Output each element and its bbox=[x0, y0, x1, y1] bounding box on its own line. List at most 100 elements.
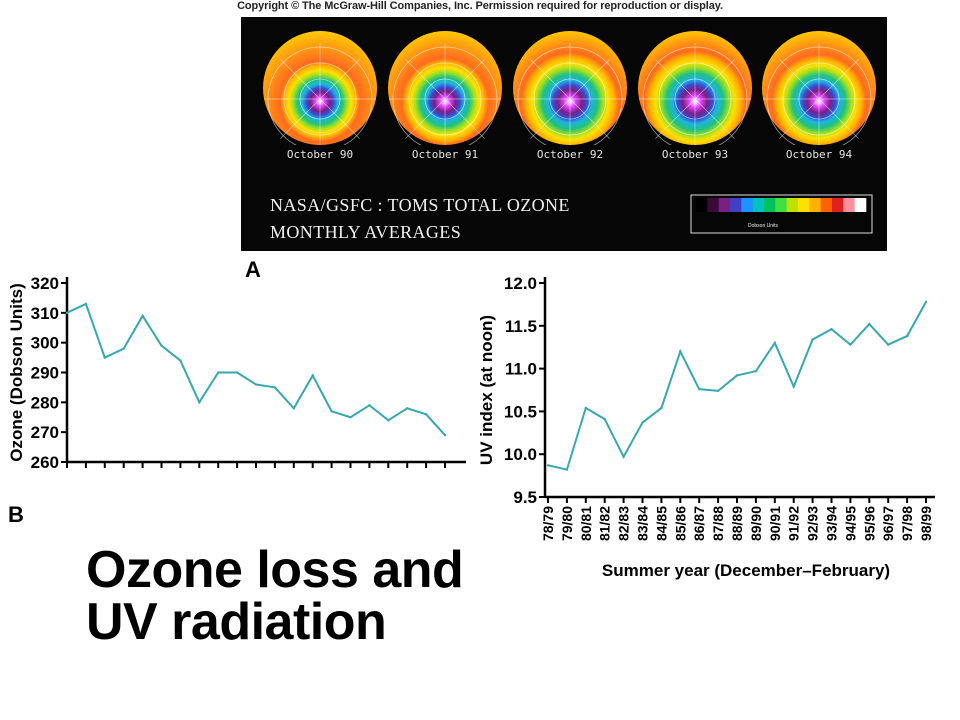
color-scale-band bbox=[730, 198, 742, 212]
color-scale-svg bbox=[690, 194, 873, 234]
x-tick-label: 92/93 bbox=[805, 506, 821, 541]
color-scale-band bbox=[718, 198, 731, 212]
color-scale-bands bbox=[696, 198, 867, 212]
data-point bbox=[698, 387, 701, 391]
y-tick-label: 11.0 bbox=[505, 360, 537, 379]
data-point bbox=[641, 421, 644, 424]
color-scale-band bbox=[741, 198, 753, 212]
data-point bbox=[603, 417, 606, 421]
x-tick-label: 93/94 bbox=[824, 506, 840, 541]
data-point bbox=[660, 406, 663, 410]
data-point bbox=[235, 371, 239, 374]
toms-caption-line2: MONTHLY AVERAGES bbox=[270, 222, 462, 242]
data-point bbox=[773, 341, 776, 345]
color-scale-band bbox=[775, 198, 787, 212]
ozone-map-panel: October 90 October 91 October 92 October 93… bbox=[241, 17, 887, 251]
x-tick-label: 83/84 bbox=[635, 506, 651, 541]
uv-index-chart: 9.5 10.0 10.5 11.0 11.5 12.0 78/79 79/80 80/81 81… bbox=[477, 274, 935, 580]
color-scale-band bbox=[752, 198, 765, 212]
x-tick-label: 89/90 bbox=[748, 506, 764, 541]
data-point bbox=[387, 419, 390, 422]
x-tick-label: 98/99 bbox=[918, 506, 934, 541]
x-tick-label: 86/87 bbox=[691, 506, 707, 541]
data-point bbox=[179, 359, 182, 362]
data-point bbox=[546, 464, 550, 467]
ozone-globe bbox=[388, 31, 502, 155]
data-point bbox=[679, 350, 682, 353]
globe-label: October 93 bbox=[661, 148, 729, 161]
color-scale-band bbox=[854, 198, 867, 212]
data-point bbox=[349, 416, 352, 419]
data-point bbox=[84, 302, 88, 306]
x-tick-label: 94/95 bbox=[842, 506, 858, 541]
toms-caption-line1: NASA/GSFC : TOMS TOTAL OZONE bbox=[270, 195, 570, 215]
data-point bbox=[716, 389, 720, 393]
data-point bbox=[406, 407, 409, 410]
color-scale-band bbox=[798, 198, 810, 212]
globe-label: October 94 bbox=[785, 148, 853, 161]
slide-title-line2: UV radiation bbox=[86, 593, 387, 651]
data-point bbox=[103, 356, 107, 359]
x-tick-label: 87/88 bbox=[710, 506, 726, 541]
data-point bbox=[160, 344, 163, 347]
data-point bbox=[584, 406, 587, 410]
x-tick-label: 79/80 bbox=[559, 506, 575, 541]
data-point bbox=[830, 328, 833, 331]
x-tick-label: 81/82 bbox=[597, 506, 613, 541]
x-tick-label: 88/89 bbox=[729, 506, 745, 541]
y-tick-label: 280 bbox=[31, 393, 59, 412]
globe-gridlines bbox=[389, 43, 501, 155]
x-tick-label: 91/92 bbox=[786, 506, 802, 541]
data-point bbox=[735, 374, 739, 377]
y-tick-label: 300 bbox=[31, 334, 59, 353]
data-point bbox=[292, 407, 295, 410]
panel-a-label: A bbox=[245, 257, 261, 282]
data-point bbox=[198, 401, 201, 404]
globe-label: October 90 bbox=[286, 148, 354, 161]
data-point bbox=[811, 338, 814, 341]
data-point bbox=[565, 468, 569, 471]
ozone-globe bbox=[638, 31, 752, 155]
slide-title: Ozone loss and UV radiation bbox=[86, 541, 464, 651]
y-axis-label: UV index (at noon) bbox=[477, 315, 496, 465]
globe-label: October 91 bbox=[411, 148, 479, 161]
data-point bbox=[141, 314, 144, 318]
color-scale-band bbox=[786, 198, 799, 212]
x-tick-label: 80/81 bbox=[578, 506, 594, 541]
data-point bbox=[65, 311, 69, 315]
color-scale-band bbox=[809, 198, 821, 212]
y-tick-label: 260 bbox=[31, 453, 59, 472]
y-axis-label: Ozone (Dobson Units) bbox=[7, 283, 26, 461]
data-point bbox=[792, 385, 795, 388]
y-tick-label: 10.5 bbox=[504, 402, 537, 421]
y-tick-label: 12.0 bbox=[504, 274, 537, 293]
y-tick-label: 270 bbox=[31, 423, 59, 442]
x-tick-label: 84/85 bbox=[653, 506, 669, 541]
color-scale-label: Dobson Units bbox=[748, 223, 779, 229]
data-point bbox=[924, 300, 928, 304]
color-scale-band bbox=[843, 198, 855, 212]
data-point bbox=[868, 322, 871, 326]
color-scale-band bbox=[696, 198, 708, 212]
slide-title-line1: Ozone loss and bbox=[86, 541, 464, 599]
data-point bbox=[905, 334, 909, 338]
dobson-color-scale: Dobson Units bbox=[690, 194, 873, 234]
data-point bbox=[311, 374, 314, 377]
data-point bbox=[849, 343, 852, 346]
data-point bbox=[217, 371, 220, 374]
data-point bbox=[622, 455, 625, 458]
data-point bbox=[254, 383, 258, 386]
globe-gridlines bbox=[264, 43, 376, 155]
x-tick-label: 90/91 bbox=[767, 506, 783, 541]
y-tick-label: 10.0 bbox=[504, 445, 537, 464]
data-point bbox=[754, 369, 758, 373]
color-scale-band bbox=[832, 198, 844, 212]
copyright-notice: Copyright © The McGraw-Hill Companies, I… bbox=[237, 0, 723, 12]
globe-gridlines bbox=[639, 43, 751, 155]
data-point bbox=[122, 347, 125, 350]
y-tick-label: 290 bbox=[31, 364, 59, 383]
color-scale-frame bbox=[690, 194, 873, 234]
x-tick-label: 96/97 bbox=[880, 506, 896, 541]
x-tick-label: 95/96 bbox=[861, 506, 877, 541]
data-point bbox=[443, 433, 447, 437]
